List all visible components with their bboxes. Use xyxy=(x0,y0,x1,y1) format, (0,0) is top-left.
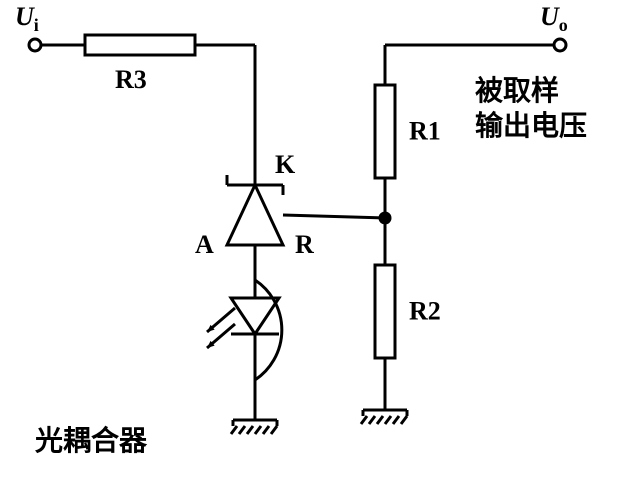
svg-text:Ui: Ui xyxy=(15,2,39,35)
svg-text:光耦合器: 光耦合器 xyxy=(34,424,148,457)
svg-text:A: A xyxy=(195,230,214,259)
svg-text:被取样: 被取样 xyxy=(475,74,559,107)
svg-text:R2: R2 xyxy=(409,297,441,326)
svg-text:K: K xyxy=(275,150,296,179)
svg-text:Uo: Uo xyxy=(540,2,568,35)
svg-text:输出电压: 输出电压 xyxy=(475,109,587,142)
svg-text:R1: R1 xyxy=(409,117,441,146)
svg-text:R: R xyxy=(295,230,314,259)
svg-text:R3: R3 xyxy=(115,65,147,94)
